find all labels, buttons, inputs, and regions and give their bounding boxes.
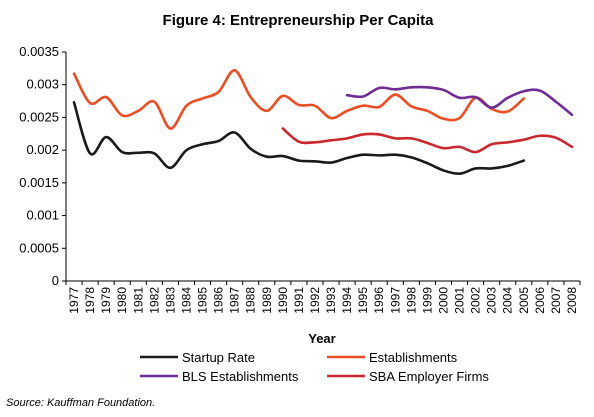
x-tick-label: 1984 <box>179 287 193 314</box>
x-tick-label: 2008 <box>565 287 579 314</box>
x-tick-label: 1990 <box>276 287 290 314</box>
x-tick-label: 1978 <box>83 287 97 314</box>
x-tick-label: 2000 <box>436 287 450 314</box>
source-note: Source: Kauffman Foundation. <box>6 397 156 409</box>
x-tick-label: 1997 <box>388 287 402 314</box>
x-tick-label: 1980 <box>115 287 129 314</box>
series-line-4 <box>281 127 574 154</box>
x-tick-label: 2001 <box>453 287 467 314</box>
x-tick-label: 1985 <box>196 287 210 314</box>
x-tick-label: 1979 <box>99 287 113 314</box>
x-tick-label: 2006 <box>533 287 547 314</box>
y-tick-label: 0.0015 <box>19 175 59 190</box>
y-tick-label: 0.002 <box>26 142 59 157</box>
x-tick-label: 1999 <box>420 287 434 314</box>
x-tick-label: 1994 <box>340 287 354 314</box>
x-axis-title: Year <box>308 331 335 346</box>
x-tick-label: 1992 <box>308 287 322 314</box>
chart-title: Figure 4: Entrepreneurship Per Capita <box>163 12 435 29</box>
x-tick-label: 2003 <box>485 287 499 314</box>
x-tick-label: 1989 <box>260 287 274 314</box>
x-tick-label: 1986 <box>212 287 226 314</box>
x-tick-label: 1993 <box>324 287 338 314</box>
x-tick-label: 1995 <box>356 287 370 314</box>
x-tick-label: 2005 <box>517 287 531 314</box>
x-tick-label: 1977 <box>67 287 81 314</box>
x-tick-label: 1988 <box>244 287 258 314</box>
axes: 0 0.0005 0.001 0.0015 0.002 0.0025 0.003 0.0035… <box>19 44 581 314</box>
series-line-3 <box>345 85 574 117</box>
series-line-2 <box>72 69 526 130</box>
y-tick-label: 0.0005 <box>19 240 59 255</box>
x-tick-label: 1982 <box>147 287 161 314</box>
y-tick-label: 0.003 <box>26 77 59 92</box>
x-tick-label: 2004 <box>501 287 515 314</box>
series-line-1 <box>72 101 526 176</box>
x-tick-label: 1981 <box>131 287 145 314</box>
x-tick-label: 1987 <box>228 287 242 314</box>
y-tick-label: 0.001 <box>26 208 59 223</box>
legend-label: Establishments <box>369 350 458 365</box>
legend-label: Startup Rate <box>182 350 255 365</box>
legend-label: BLS Establishments <box>182 369 299 384</box>
x-tick-label: 1991 <box>292 287 306 314</box>
y-tick-label: 0.0025 <box>19 109 59 124</box>
y-tick-label: 0.0035 <box>19 44 59 59</box>
x-tick-label: 1983 <box>163 287 177 314</box>
series-lines <box>72 69 574 176</box>
y-tick-label: 0 <box>52 273 59 288</box>
x-tick-label: 2002 <box>469 287 483 314</box>
x-tick-label: 1996 <box>372 287 386 314</box>
legend-label: SBA Employer Firms <box>369 369 489 384</box>
x-tick-label: 1998 <box>404 287 418 314</box>
x-tick-label: 2007 <box>549 287 563 314</box>
legend: Startup Rate Establishments BLS Establishm… <box>140 350 489 384</box>
